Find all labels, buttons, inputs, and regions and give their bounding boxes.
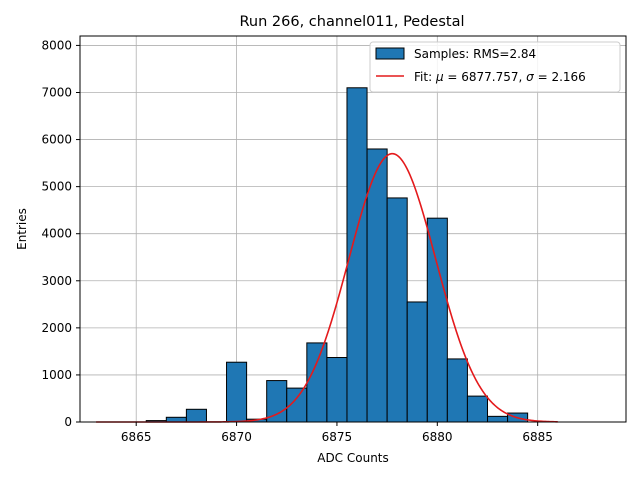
legend-sigma-symbol: σ xyxy=(526,70,534,84)
plot-area xyxy=(79,35,627,423)
histogram-bar xyxy=(406,301,428,423)
histogram-bar xyxy=(386,197,408,423)
legend-mu-value: = 6877.757, xyxy=(444,70,527,84)
x-tick-label: 6865 xyxy=(121,430,152,444)
legend-mu-symbol: μ xyxy=(435,70,444,84)
y-tick-label: 1000 xyxy=(41,368,72,382)
legend-label-samples: Samples: RMS=2.84 xyxy=(414,47,536,61)
y-tick-label: 4000 xyxy=(41,227,72,241)
y-tick-label: 2000 xyxy=(41,321,72,335)
y-tick-label: 7000 xyxy=(41,85,72,99)
y-axis: 0 1000 2000 3000 4000 5000 6000 7000 8000 xyxy=(41,38,80,429)
histogram-bar xyxy=(185,408,207,423)
legend: Samples: RMS=2.84 Fit: μ = 6877.757, σ =… xyxy=(369,41,621,93)
histogram-bar xyxy=(466,395,488,423)
x-tick-label: 6875 xyxy=(322,430,353,444)
legend-fit-prefix: Fit: xyxy=(414,70,436,84)
y-tick-label: 6000 xyxy=(41,133,72,147)
histogram-bar xyxy=(326,357,348,423)
histogram-bar xyxy=(366,148,388,423)
histogram-bar xyxy=(266,380,288,423)
histogram-bar xyxy=(226,361,248,423)
chart-title: Run 266, channel011, Pedestal xyxy=(239,14,464,30)
x-tick-label: 6870 xyxy=(221,430,252,444)
x-tick-label: 6880 xyxy=(422,430,453,444)
histogram-bar xyxy=(446,358,468,423)
histogram-bar xyxy=(486,415,509,423)
y-tick-label: 0 xyxy=(64,415,72,429)
y-tick-label: 8000 xyxy=(41,38,72,52)
plot-frame xyxy=(79,35,627,423)
legend-sigma-value: = 2.166 xyxy=(534,70,586,84)
y-tick-label: 5000 xyxy=(41,180,72,194)
histogram-bar xyxy=(306,342,328,423)
legend-swatch-samples xyxy=(375,47,405,60)
legend-label-fit: Fit: μ = 6877.757, σ = 2.166 xyxy=(414,70,586,84)
legend-frame xyxy=(369,41,621,93)
y-tick-label: 3000 xyxy=(41,274,72,288)
x-axis-label: ADC Counts xyxy=(317,451,389,465)
x-axis: 6865 6870 6875 6880 6885 xyxy=(121,422,553,444)
histogram-bars xyxy=(145,87,529,423)
x-tick-label: 6885 xyxy=(522,430,553,444)
histogram-bar xyxy=(426,217,448,423)
y-axis-label: Entries xyxy=(15,208,29,250)
